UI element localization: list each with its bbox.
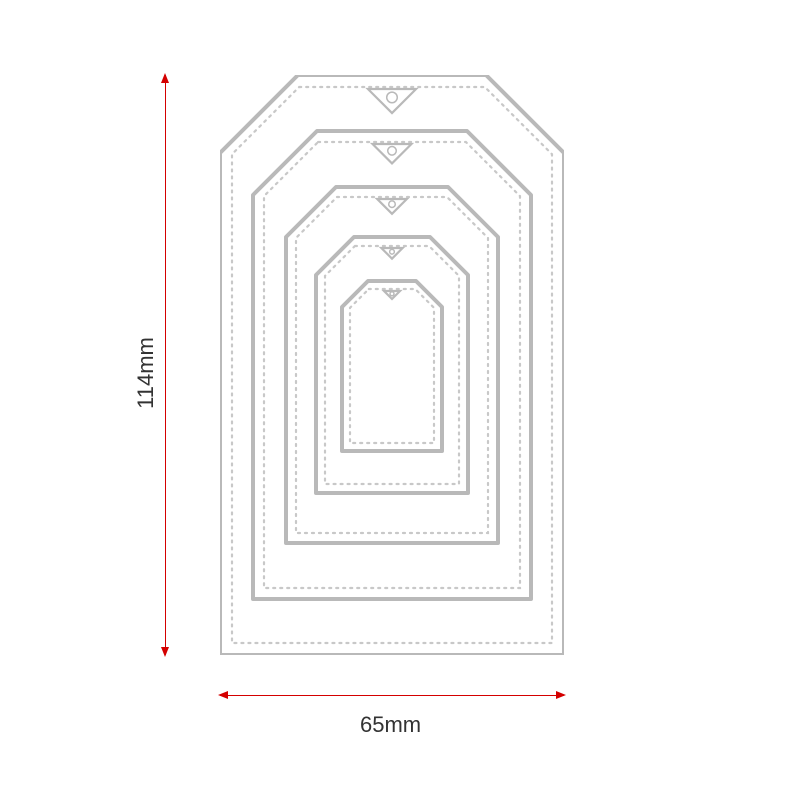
tags-svg xyxy=(220,75,564,655)
horizontal-dim-arrow-left-icon xyxy=(218,691,228,699)
horizontal-dim-label: 65mm xyxy=(360,712,421,738)
vertical-dim-label: 114mm xyxy=(133,337,159,409)
horizontal-dim-line xyxy=(220,695,564,696)
tag-hole-3 xyxy=(390,249,395,254)
diagram-container: 114mm 65mm xyxy=(0,0,800,800)
tag-stitch-4 xyxy=(350,289,434,443)
tag-stitch-1 xyxy=(264,142,520,588)
vertical-dim-arrow-bottom-icon xyxy=(161,647,169,657)
vertical-dim-arrow-top-icon xyxy=(161,73,169,83)
tag-hole-2 xyxy=(389,201,396,208)
tag-dies-stage xyxy=(220,75,564,655)
tag-hole-1 xyxy=(388,147,397,156)
horizontal-dim-arrow-right-icon xyxy=(556,691,566,699)
tag-hole-0 xyxy=(387,92,398,103)
tag-outline-3 xyxy=(316,237,468,493)
tag-outline-4 xyxy=(342,281,442,451)
vertical-dim-line xyxy=(165,75,166,655)
tag-hole-4 xyxy=(390,292,394,296)
